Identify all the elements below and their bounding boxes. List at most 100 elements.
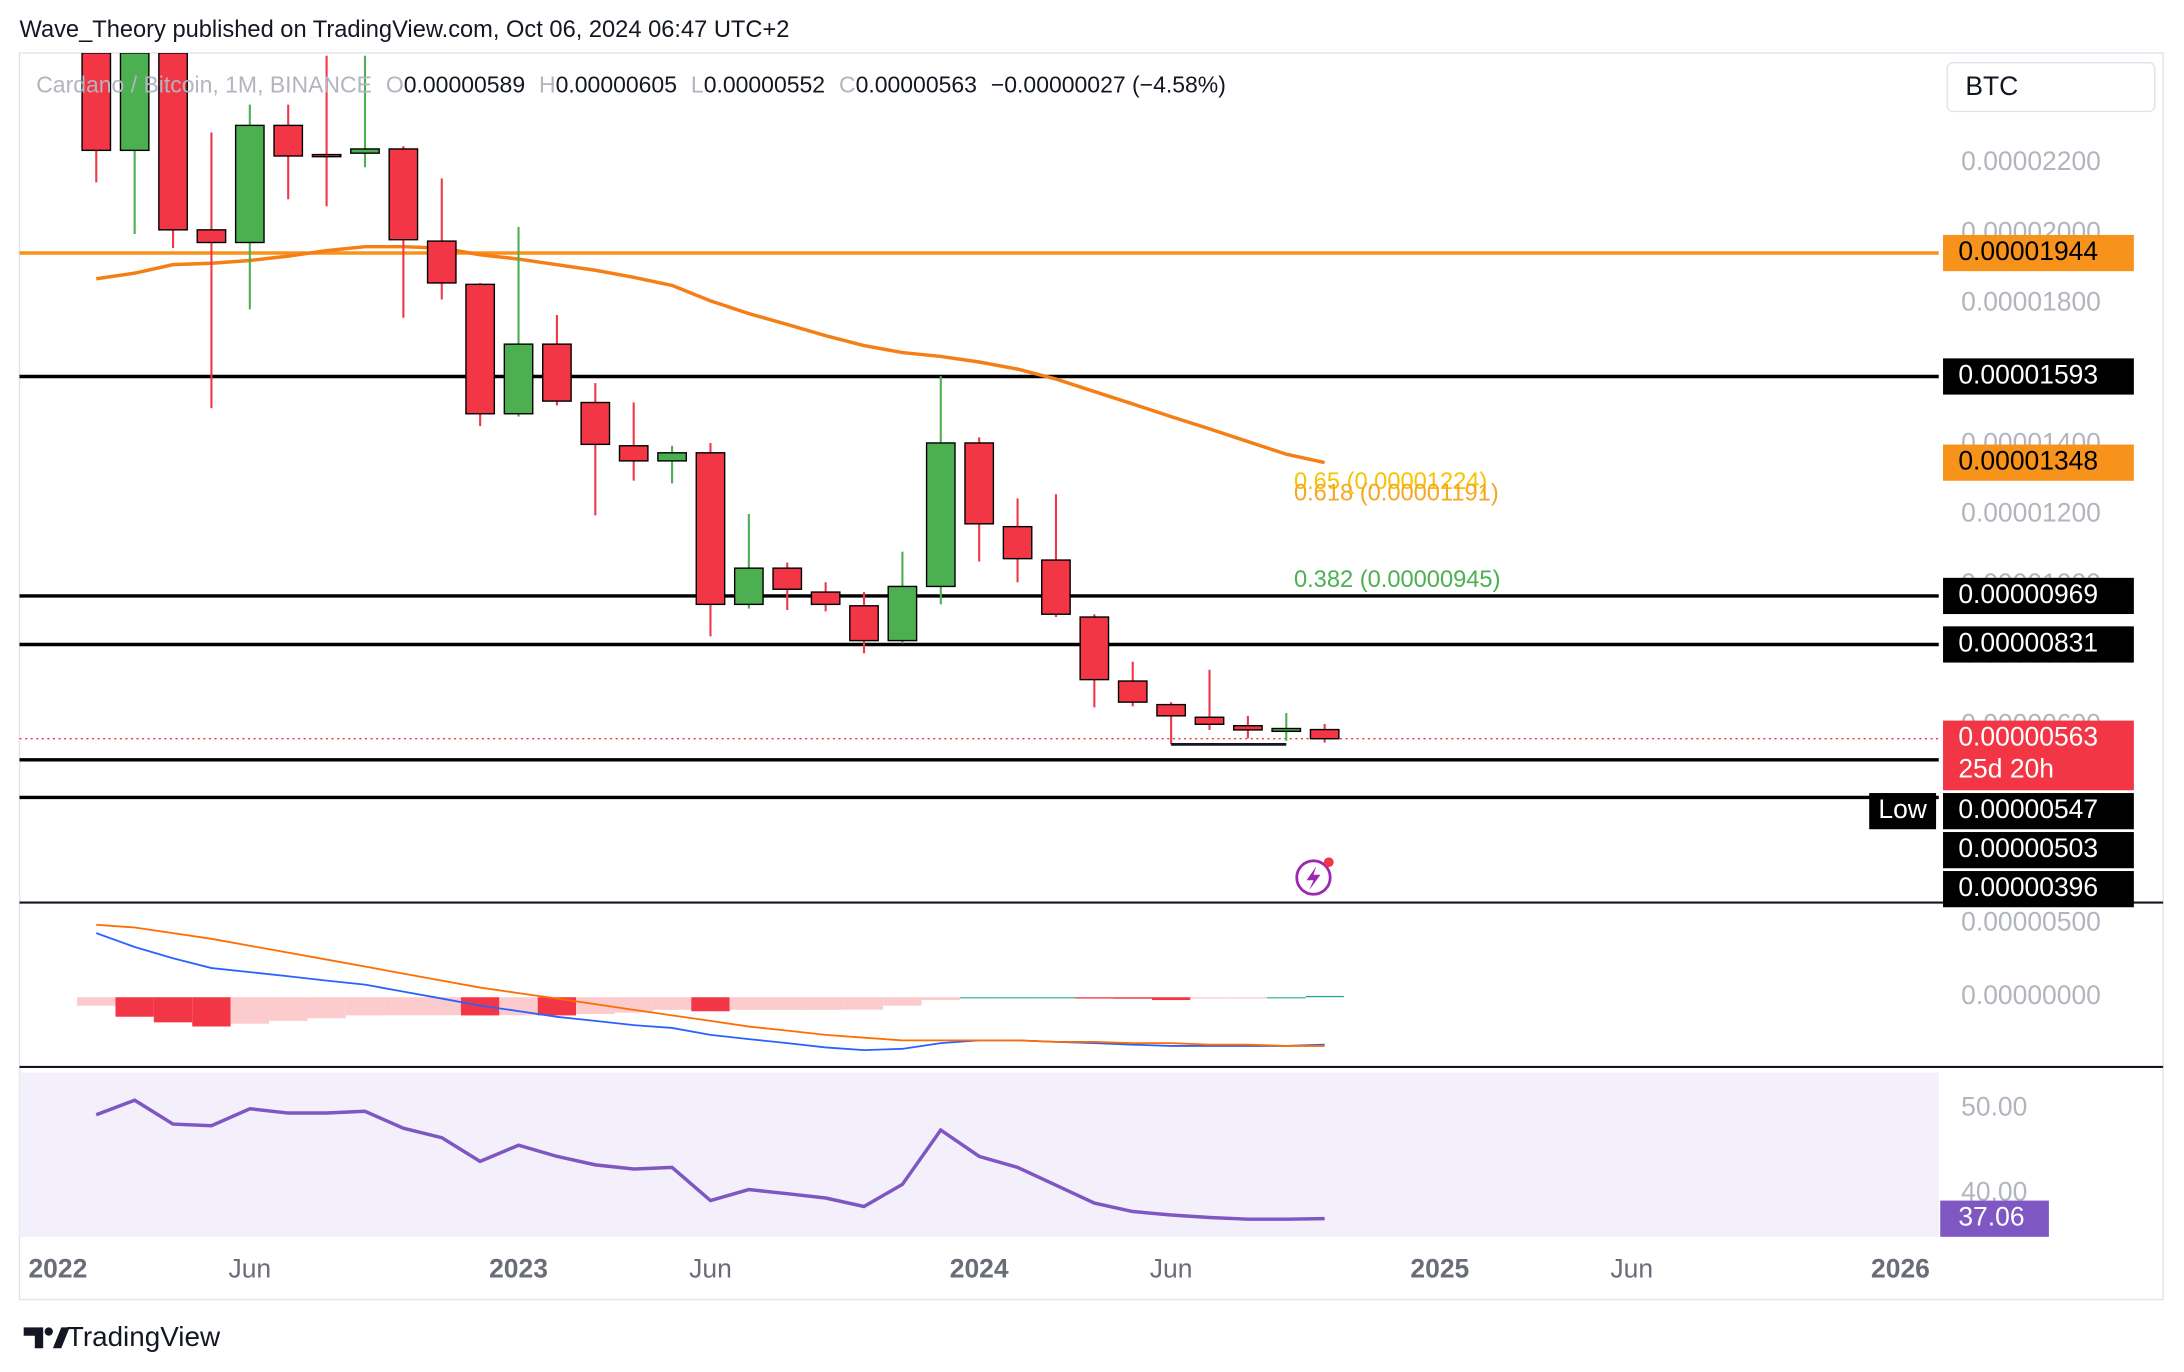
candle-body [772,567,803,590]
fib-label: 0.382 (0.00000945) [1294,567,1501,593]
candle-body [810,591,841,606]
macd-histogram-bar [192,997,231,1027]
l-label: L [691,71,704,97]
c-label: C [839,71,856,97]
high: 0.00000605 [556,71,677,97]
macd-histogram-bar [729,997,769,1010]
macd-histogram-bar [1151,997,1191,1001]
price-label-box [1943,626,2134,663]
candle-body [196,229,227,244]
author-line: Wave_Theory published on TradingView.com… [19,17,789,43]
price-label: 0.00000503 [1958,833,2098,863]
price-label: 0.00000547 [1958,794,2098,824]
x-tick-label: 2023 [489,1253,548,1283]
alert-icon[interactable] [1295,857,1334,896]
y-tick-label: 0.00001200 [1961,498,2101,528]
candle-body [234,124,265,244]
close: 0.00000563 [856,71,977,97]
low: 0.00000552 [704,71,825,97]
x-tick-label: 2024 [950,1253,1009,1283]
macd-histogram-bar [959,997,999,999]
candle-body [1079,616,1110,681]
price-label-box [1943,793,2134,830]
candle-body [618,445,649,462]
candle-body [426,240,457,284]
countdown-label: 25d 20h [1958,754,2054,784]
candle-body [849,605,879,642]
candle-body [1041,559,1071,615]
candle-body [503,343,534,415]
macd-histogram-bar [1036,997,1076,999]
price-label: 0.00000831 [1958,627,2098,657]
candle-body [1271,727,1302,733]
candle-body [1194,716,1225,725]
candle-body [964,442,995,525]
price-label-box [1943,720,2134,791]
y-tick-label: 0.00001800 [1961,287,2101,317]
price-label: 0.00001348 [1958,446,2098,476]
macd-histogram-bar [269,997,308,1021]
low-name: Low [1878,794,1927,824]
macd-line [95,932,1325,1051]
macd-histogram-bar [1305,995,1344,998]
candle-body [542,343,572,402]
chart-frame [18,52,2164,1301]
candle-body [1117,680,1148,703]
macd-histogram-bar [307,997,346,1019]
open: 0.00000589 [404,71,525,97]
macd-tick-label: 0.00000000 [1961,980,2101,1010]
macd-histogram-bar [576,997,615,1014]
candle-body [388,148,419,241]
candle-body [925,442,956,588]
candle-body [695,452,726,606]
macd-histogram-bar [921,997,960,1001]
macd-histogram-bar [1190,997,1229,999]
low-name-box [1869,793,1937,830]
macd-histogram-bar [1267,997,1306,999]
macd-histogram-bar [998,997,1037,999]
price-label: 0.00000563 [1958,722,2098,752]
candle-body [311,153,342,158]
macd-histogram-bar [652,997,692,1010]
y-tick-label: 0.00002200 [1961,146,2101,176]
price-label-box [1943,577,2134,615]
price-label-box [1943,871,2134,908]
macd-histogram-bar [422,997,461,1016]
change: −0.00000027 (−4.58%) [991,71,1226,97]
candle-body [350,148,380,154]
macd-histogram-bar [230,997,270,1024]
candle-body [580,401,611,446]
candle-body [657,452,687,462]
macd-histogram-bar [115,997,154,1017]
brand: TradingView [67,1321,221,1352]
macd-histogram-bar [806,997,845,1010]
candle-body [733,567,764,606]
price-label-box [1943,358,2134,395]
price-label-box [1943,832,2134,869]
candle-body [1156,703,1187,717]
signal-line [96,923,1325,1047]
fib-label: 0.618 (0.00001191) [1294,480,1499,506]
price-label: 0.00000396 [1958,872,2098,902]
symbol: Cardano / Bitcoin, 1M, BINANCE [36,71,372,97]
brand-logo [23,1327,70,1349]
rsi-tick-label: 50.00 [1961,1092,2027,1122]
macd-histogram-bar [384,997,423,1016]
macd-histogram-bar [1113,997,1152,999]
fib-label: 0.65 (0.00001224) [1294,469,1487,495]
currency-box[interactable] [1946,61,2156,113]
candle-body [465,283,496,415]
price-label-box [1943,234,2134,272]
macd-histogram-bar [1075,997,1114,999]
price-label: 0.00000969 [1958,579,2098,609]
x-tick-label: 2025 [1410,1253,1469,1283]
macd-histogram-bar [691,997,730,1012]
candle-body [1309,728,1340,740]
macd-histogram-bar [1228,997,1268,999]
x-tick-label: Jun [1150,1253,1193,1283]
macd-histogram-bar [77,997,116,1006]
currency[interactable]: BTC [1965,71,2018,101]
macd-histogram-bar [883,997,922,1006]
